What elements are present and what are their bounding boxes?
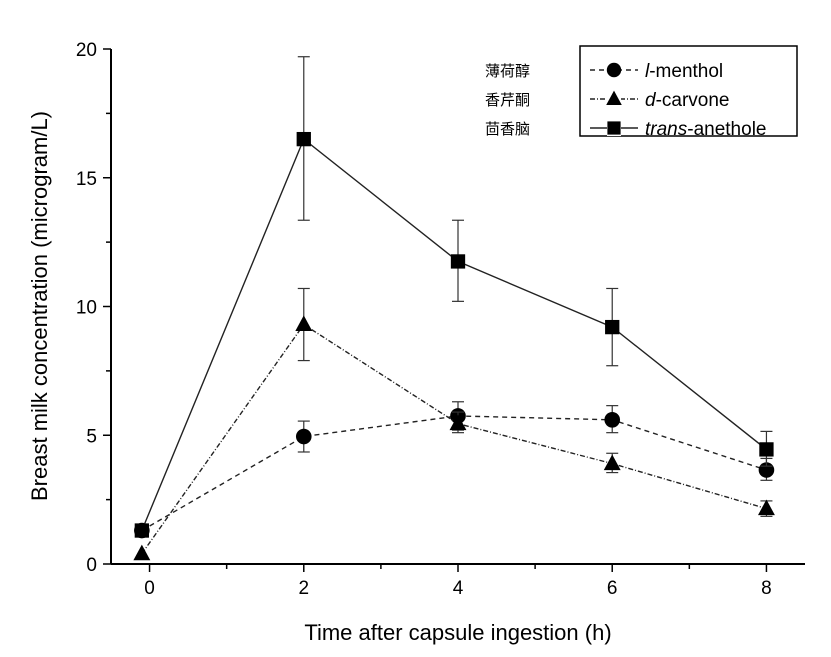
legend-label-rest: -carvone (656, 90, 730, 111)
data-point-carvone (133, 544, 151, 561)
x-tick-label: 2 (298, 578, 309, 599)
axes: 0 2 4 6 8 0 5 10 15 20 (76, 40, 805, 599)
data-point-anethole (605, 319, 620, 335)
legend-annotation-anethole: 茴香脑 (485, 121, 530, 138)
y-tick-label: 15 (76, 169, 97, 190)
data-point-anethole (759, 442, 774, 457)
y-tick-label: 5 (86, 426, 97, 447)
x-tick-label: 6 (607, 578, 618, 599)
data-point-menthol (604, 412, 621, 428)
data-point-carvone (295, 315, 313, 332)
x-tick-label: 4 (453, 578, 464, 599)
data-point-anethole (296, 131, 311, 147)
data-point-carvone (603, 454, 621, 471)
legend-marker-anethole (607, 121, 621, 135)
legend-label-rest: -menthol (649, 61, 723, 82)
legend-label-menthol: l-menthol (645, 61, 723, 82)
data-point-carvone (449, 414, 467, 431)
series-carvone (133, 287, 775, 561)
legend-label-italic: l (645, 61, 650, 82)
legend-annotation-carvone: 香芹酮 (485, 92, 530, 109)
y-tick-label: 10 (76, 298, 97, 319)
data-point-menthol (295, 428, 312, 445)
x-tick-label: 8 (761, 578, 772, 599)
legend-marker-menthol (606, 62, 622, 78)
series-line-anethole (141, 137, 767, 531)
data-point-anethole (450, 254, 466, 269)
legend-label-rest: -anethole (687, 119, 766, 140)
x-axis-label: Time after capsule ingestion (h) (304, 620, 611, 645)
data-point-carvone (757, 499, 775, 516)
y-tick-label: 20 (76, 40, 97, 61)
legend-marker-carvone (606, 90, 622, 105)
legend-label-italic: trans (645, 119, 688, 140)
series-anethole (134, 56, 774, 538)
legend-label-italic: d (645, 90, 657, 111)
data-point-anethole (134, 523, 149, 538)
legend: l-menthol d-carvone trans-anethole (579, 45, 798, 140)
x-tick-label: 0 (144, 578, 155, 599)
legend-label-carvone: d-carvone (645, 90, 730, 111)
series-group (133, 56, 775, 561)
legend-label-anethole: trans-anethole (645, 119, 766, 140)
y-tick-label: 0 (86, 555, 97, 576)
y-axis-label: Breast milk concentration (microgram/L) (27, 111, 52, 501)
legend-annotation-menthol: 薄荷醇 (485, 63, 530, 80)
